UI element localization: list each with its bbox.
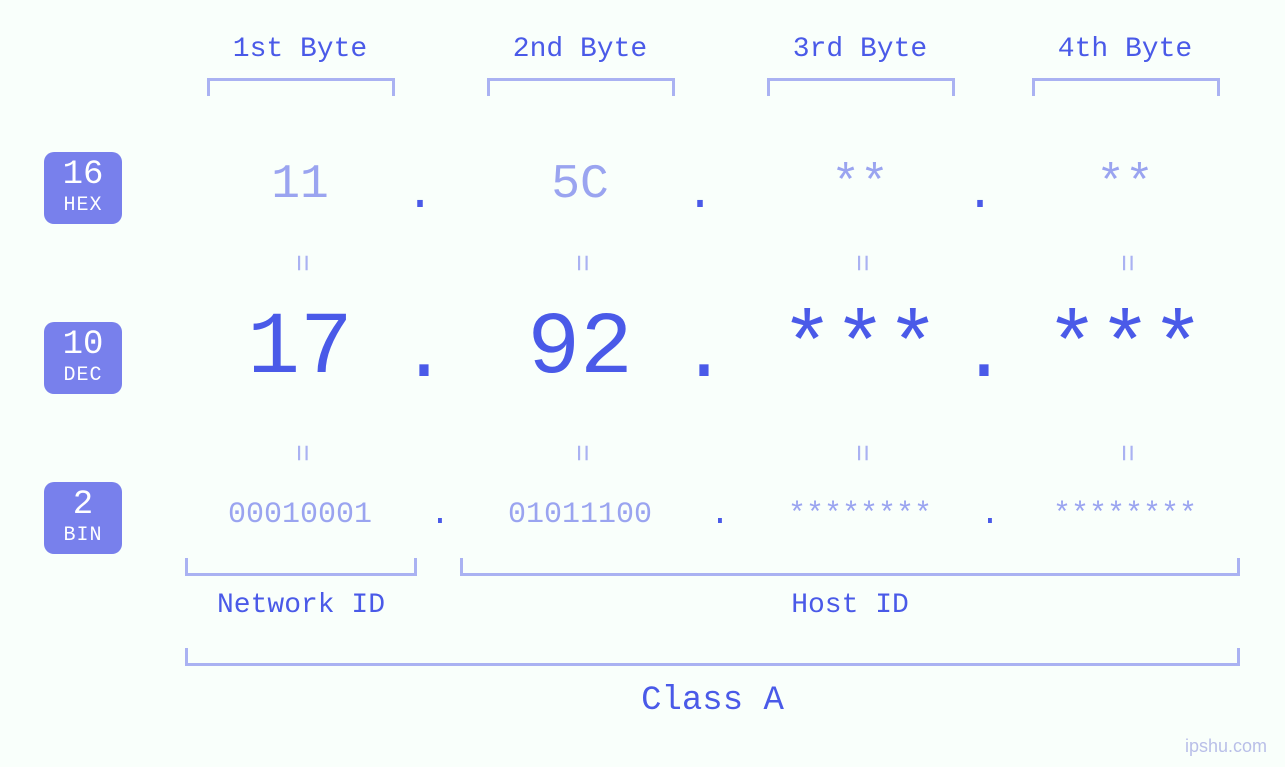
eq-dec-bin-3: =: [843, 313, 877, 593]
top-bracket-3: [767, 78, 955, 96]
base-badge-dec: 10 DEC: [44, 322, 122, 394]
label-network-id: Network ID: [185, 590, 417, 621]
base-badge-hex: 16 HEX: [44, 152, 122, 224]
top-bracket-2: [487, 78, 675, 96]
bin-byte-4: ********: [1000, 498, 1250, 532]
eq-dec-bin-1: =: [283, 313, 317, 593]
watermark: ipshu.com: [1185, 736, 1267, 757]
base-badge-dec-num: 10: [44, 328, 122, 362]
byte-header-1: 1st Byte: [160, 34, 440, 65]
dec-dot-2: .: [680, 310, 720, 401]
label-class: Class A: [185, 682, 1240, 720]
base-badge-bin: 2 BIN: [44, 482, 122, 554]
hex-dot-2: .: [680, 168, 720, 222]
bin-byte-1: 00010001: [160, 498, 440, 532]
top-bracket-4: [1032, 78, 1220, 96]
base-badge-bin-num: 2: [44, 488, 122, 522]
label-host-id: Host ID: [460, 590, 1240, 621]
bin-dot-3: .: [970, 496, 1010, 534]
base-badge-dec-label: DEC: [44, 366, 122, 386]
byte-header-3: 3rd Byte: [720, 34, 1000, 65]
hex-dot-1: .: [400, 168, 440, 222]
bin-dot-1: .: [420, 496, 460, 534]
bracket-host-id: [460, 558, 1240, 576]
top-bracket-1: [207, 78, 395, 96]
bin-dot-2: .: [700, 496, 740, 534]
dec-dot-1: .: [400, 310, 440, 401]
byte-header-4: 4th Byte: [1000, 34, 1250, 65]
hex-dot-3: .: [960, 168, 1000, 222]
base-badge-hex-num: 16: [44, 158, 122, 192]
bin-byte-3: ********: [720, 498, 1000, 532]
bin-byte-2: 01011100: [440, 498, 720, 532]
base-badge-bin-label: BIN: [44, 526, 122, 546]
ip-diagram: 1st Byte 2nd Byte 3rd Byte 4th Byte 16 H…: [0, 0, 1285, 767]
byte-header-2: 2nd Byte: [440, 34, 720, 65]
dec-dot-3: .: [960, 310, 1000, 401]
eq-dec-bin-2: =: [563, 313, 597, 593]
eq-dec-bin-4: =: [1108, 328, 1142, 578]
base-badge-hex-label: HEX: [44, 196, 122, 216]
bracket-class: [185, 648, 1240, 666]
bracket-network-id: [185, 558, 417, 576]
